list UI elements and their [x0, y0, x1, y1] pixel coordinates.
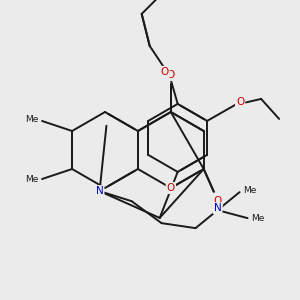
Text: N: N — [96, 186, 104, 196]
Text: N: N — [214, 203, 221, 213]
Text: O: O — [236, 97, 244, 107]
Text: Me: Me — [252, 214, 265, 223]
Text: Me: Me — [25, 175, 38, 184]
Text: O: O — [160, 67, 169, 77]
Text: O: O — [167, 183, 175, 193]
Text: O: O — [214, 196, 222, 206]
Text: Me: Me — [25, 116, 38, 124]
Text: Me: Me — [244, 186, 257, 195]
Text: O: O — [167, 70, 175, 80]
